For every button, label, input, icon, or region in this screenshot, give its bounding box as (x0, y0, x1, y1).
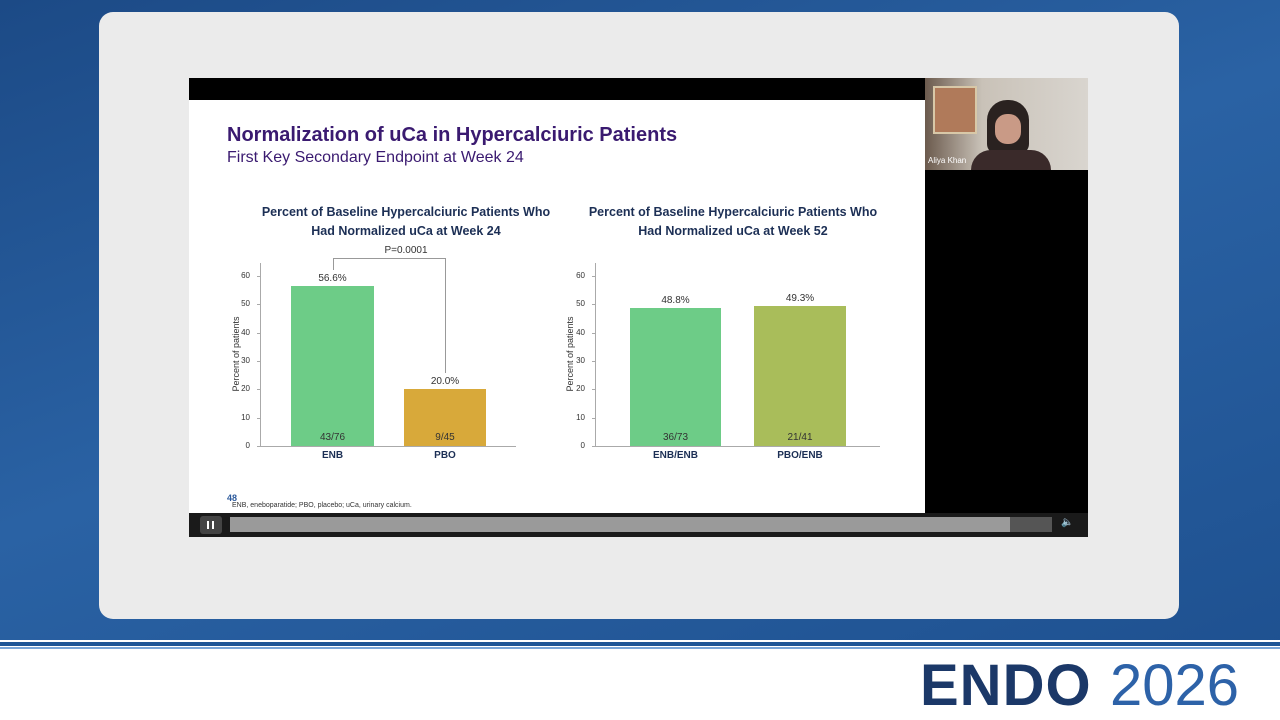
value-label: 48.8% (661, 294, 690, 306)
x-axis (595, 446, 880, 447)
chart-title: Percent of Baseline Hypercalciuric Patie… (588, 205, 878, 238)
footer-band: ENDO 2026 (0, 640, 1280, 720)
control-bar: 🔈 (189, 513, 1088, 537)
y-tick-label: 50 (241, 299, 250, 309)
y-tick (257, 361, 260, 362)
y-tick-label: 50 (576, 299, 585, 309)
y-tick-label: 40 (241, 327, 250, 337)
y-tick (257, 446, 260, 447)
y-tick-label: 20 (576, 384, 585, 394)
y-tick (592, 276, 595, 277)
x-axis (260, 446, 516, 447)
slide-subtitle: First Key Secondary Endpoint at Week 24 (227, 149, 524, 166)
y-tick (257, 332, 260, 334)
y-tick (257, 389, 260, 391)
bar (404, 389, 486, 446)
y-tick (257, 276, 260, 277)
progress-track[interactable] (230, 517, 1052, 532)
logo-year: 2026 (1110, 653, 1240, 718)
x-tick-label: PBO (434, 450, 456, 461)
stripe (0, 642, 1280, 646)
y-tick-label: 10 (241, 412, 250, 422)
y-tick (592, 332, 595, 334)
count-label: 43/76 (319, 432, 346, 443)
y-tick (592, 304, 595, 306)
shoulders (971, 150, 1051, 170)
x-tick-label: ENB (321, 450, 344, 461)
y-tick-label: 0 (245, 441, 250, 450)
value-label: 20.0% (430, 376, 460, 388)
slide-number: 48 (227, 493, 238, 503)
bar (291, 285, 374, 446)
bracket (332, 258, 445, 259)
y-tick (592, 361, 595, 362)
count-label: 21/41 (787, 432, 813, 443)
y-tick (592, 417, 595, 419)
buffered (230, 517, 1010, 532)
logo: ENDO (920, 653, 1092, 718)
speaker-video: Aliya Khan (925, 78, 1088, 170)
face (995, 114, 1021, 144)
y-tick (257, 417, 260, 419)
stripe (0, 647, 1280, 649)
value-label: 56.6% (318, 272, 347, 284)
bracket (332, 258, 334, 270)
footnote: ENB, eneboparatide; PBO, placebo; uCa, u… (232, 502, 412, 509)
y-tick (592, 446, 595, 447)
y-tick-label: 20 (241, 384, 250, 394)
x-tick-label: ENB/ENB (652, 450, 698, 461)
y-tick-label: 40 (576, 327, 585, 337)
y-tick-label: 60 (241, 271, 250, 280)
value-label: 49.3% (785, 293, 815, 305)
annotation: P=0.0001 (384, 245, 428, 256)
volume-button[interactable]: 🔈 (1061, 517, 1074, 528)
y-tick (257, 304, 260, 306)
bar (754, 306, 846, 446)
y-tick (592, 389, 595, 391)
y-tick-label: 0 (580, 441, 585, 450)
speaker-name: Aliya Khan (928, 156, 967, 165)
chart-title: Percent of Baseline Hypercalciuric Patie… (261, 205, 551, 238)
bracket (445, 258, 446, 374)
y-tick-label: 30 (576, 356, 585, 365)
painting (933, 86, 977, 134)
y-tick-label: 30 (241, 356, 250, 365)
y-axis (595, 263, 596, 446)
y-tick-label: 10 (576, 412, 585, 422)
y-tick-label: 60 (576, 271, 585, 280)
bar (630, 307, 721, 446)
count-label: 36/73 (662, 432, 689, 443)
y-axis (260, 263, 261, 446)
x-tick-label: PBO/ENB (777, 450, 823, 461)
pause-button[interactable] (200, 516, 222, 534)
count-label: 9/45 (435, 432, 455, 443)
slide-title: Normalization of uCa in Hypercalciuric P… (227, 124, 678, 146)
